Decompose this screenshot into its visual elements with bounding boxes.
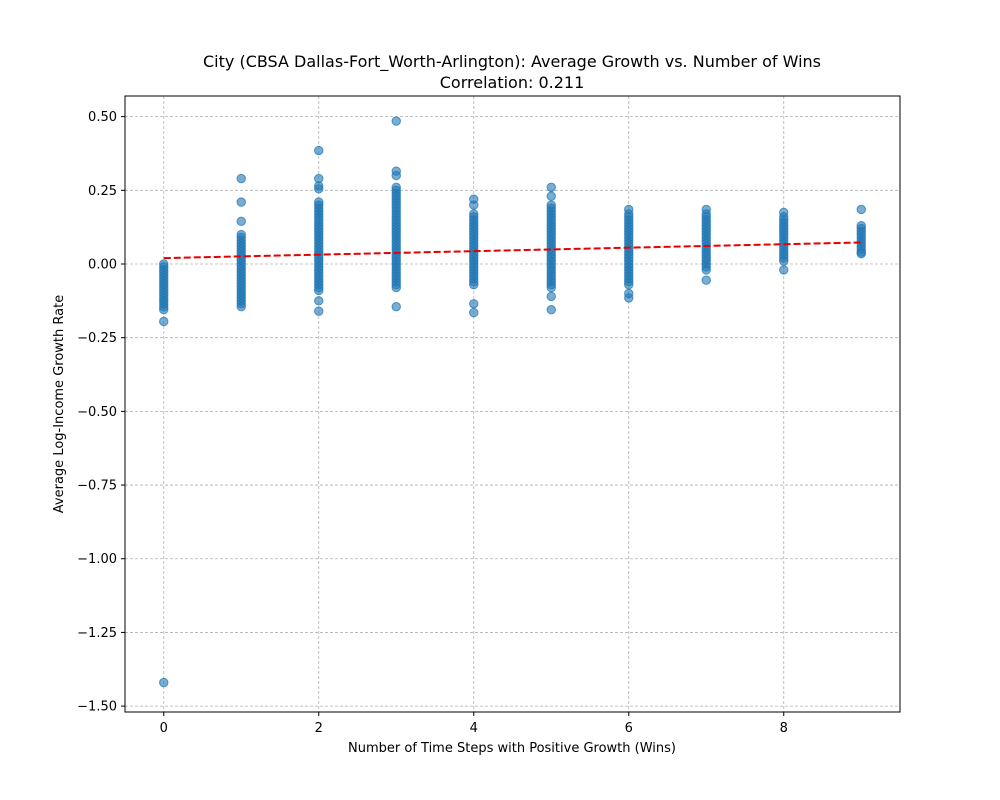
y-tick-label: −1.25: [77, 626, 117, 641]
data-point: [624, 204, 634, 215]
x-tick-label: 0: [160, 721, 168, 736]
y-tick-label: −1.50: [77, 700, 117, 715]
data-point: [701, 204, 711, 215]
data-point: [779, 265, 789, 275]
x-axis-label: Number of Time Steps with Positive Growt…: [348, 741, 676, 756]
x-tick-label: 8: [780, 721, 788, 736]
data-point: [779, 207, 789, 218]
data-point: [159, 677, 169, 688]
data-point: [546, 291, 556, 302]
data-point: [546, 304, 556, 315]
data-point: [391, 170, 401, 181]
data-point: [469, 200, 479, 210]
x-tick-label: 6: [625, 721, 633, 736]
data-point: [314, 197, 324, 207]
data-point: [701, 275, 711, 285]
y-tick-label: 0.00: [88, 258, 117, 273]
data-point: [314, 296, 324, 306]
data-point: [159, 259, 169, 269]
y-tick-label: 0.50: [88, 110, 117, 125]
y-tick-label: −1.00: [77, 552, 117, 567]
chart-title: City (CBSA Dallas-Fort_Worth-Arlington):…: [203, 52, 821, 72]
data-point: [546, 191, 556, 201]
data-point: [469, 299, 479, 309]
plot-frame: [124, 95, 901, 713]
data-point: [546, 200, 556, 210]
data-point: [856, 248, 866, 259]
grid-layer: [125, 96, 900, 712]
data-point: [469, 307, 479, 318]
x-tick-label: 2: [315, 721, 323, 736]
data-point: [391, 302, 401, 312]
y-tick-label: −0.25: [77, 331, 117, 346]
data-point: [856, 204, 866, 215]
data-point: [624, 293, 634, 303]
data-point: [314, 145, 324, 156]
points-layer: [159, 116, 866, 688]
data-point: [391, 116, 401, 126]
data-point: [391, 182, 401, 193]
y-tick-label: −0.50: [77, 405, 117, 420]
chart-subtitle: Correlation: 0.211: [440, 73, 585, 92]
data-point: [159, 316, 169, 327]
x-tick-label: 4: [470, 721, 478, 736]
data-point: [469, 209, 479, 219]
data-point: [236, 173, 246, 184]
data-point: [236, 216, 246, 226]
y-tick-label: −0.75: [77, 479, 117, 494]
data-point: [314, 184, 324, 194]
y-tick-label: 0.25: [88, 184, 117, 199]
data-point: [314, 306, 324, 316]
data-point: [856, 220, 866, 231]
trend-layer: [163, 241, 862, 260]
data-point: [546, 182, 556, 193]
ticks-layer: 0 2 4 6 8 0.50 0.25 0.00 −0.25 −0.50 −0.75 −1.00 −1.…: [77, 110, 788, 736]
trend-line: [163, 241, 862, 260]
y-axis-label: Average Log-Income Growth Rate: [52, 295, 67, 513]
data-point: [236, 197, 246, 207]
data-point: [236, 229, 246, 240]
